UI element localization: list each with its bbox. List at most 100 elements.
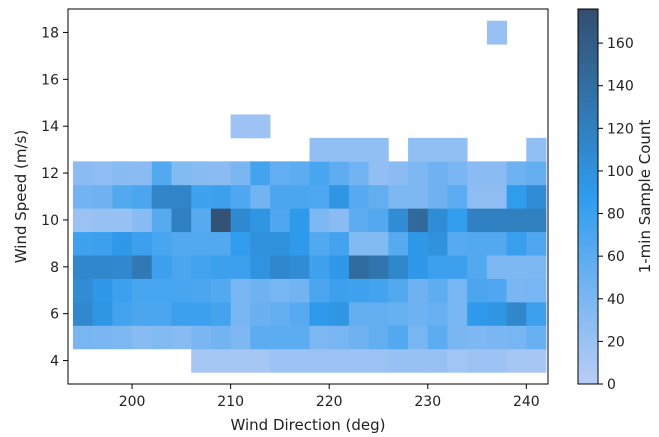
heatmap-cell [112, 278, 133, 303]
heatmap-cell [329, 325, 350, 350]
heatmap-cell [151, 208, 172, 233]
y-tick-label: 8 [50, 260, 59, 276]
heatmap-cell [368, 184, 389, 209]
heatmap-cell [210, 301, 232, 326]
heatmap-cell [427, 255, 448, 279]
heatmap-cell [447, 208, 468, 233]
heatmap-cell [348, 301, 370, 326]
heatmap-cell [329, 301, 350, 326]
heatmap-cell [388, 184, 409, 209]
heatmap-cell [250, 231, 271, 256]
heatmap-cell [348, 208, 370, 233]
heatmap-cell [250, 301, 271, 326]
heatmap-cell [171, 184, 192, 209]
heatmap-cell [388, 348, 409, 373]
heatmap-cell [151, 231, 172, 256]
heatmap-cell [72, 278, 94, 303]
heatmap-cell [329, 278, 350, 303]
heatmap-cell [270, 208, 291, 233]
heatmap-cell [506, 255, 527, 279]
y-tick-label: 6 [50, 307, 59, 323]
heatmap-cell [506, 208, 527, 233]
heatmap-cell [230, 114, 251, 139]
heatmap-cell [112, 301, 133, 326]
heatmap-cell [427, 137, 448, 162]
heatmap-cell [348, 255, 370, 279]
heatmap-cell [171, 301, 192, 326]
heatmap-cell [191, 301, 212, 326]
heatmap-cell [112, 161, 133, 186]
heatmap-cell [289, 208, 310, 233]
heatmap-cell [289, 184, 310, 209]
heatmap-cell [171, 255, 192, 279]
heatmap-cell [486, 231, 508, 256]
heatmap-cell [447, 348, 468, 373]
colorbar-tick-label: 0 [607, 377, 616, 393]
heatmap-cell [486, 325, 508, 350]
x-tick-label: 230 [414, 394, 441, 410]
heatmap-cell [408, 301, 429, 326]
heatmap-cell [408, 161, 429, 186]
colorbar-tick-label: 160 [607, 36, 634, 52]
heatmap-cell [447, 255, 468, 279]
heatmap-cell [270, 184, 291, 209]
heatmap-cell [92, 208, 113, 233]
heatmap-cell [348, 161, 370, 186]
heatmap-cell [151, 184, 172, 209]
heatmap-cell [289, 301, 310, 326]
heatmap-cell [467, 301, 488, 326]
heatmap-cell [92, 325, 113, 350]
heatmap-cell [72, 208, 94, 233]
heatmap-cell [230, 208, 251, 233]
heatmap-cell [171, 161, 192, 186]
heatmap-cell [250, 348, 271, 373]
heatmap-cell [92, 231, 113, 256]
heatmap-cell [486, 208, 508, 233]
heatmap-cell [92, 278, 113, 303]
colorbar-tick-label: 120 [607, 121, 634, 137]
heatmap-cell [408, 231, 429, 256]
heatmap-cell [191, 278, 212, 303]
heatmap-cell [506, 231, 527, 256]
heatmap-cell [486, 161, 508, 186]
heatmap-cell [230, 348, 251, 373]
heatmap-cell [447, 137, 468, 162]
y-tick-label: 14 [41, 119, 59, 135]
heatmap-cell [250, 114, 271, 139]
heatmap-cell [329, 161, 350, 186]
heatmap-cell [112, 325, 133, 350]
heatmap-cell [72, 161, 94, 186]
heatmap-cell [72, 231, 94, 256]
heatmap-cell [526, 255, 547, 279]
heatmap-cell [329, 137, 350, 162]
heatmap-cell [210, 231, 232, 256]
heatmap-cell [230, 184, 251, 209]
heatmap-cell [171, 278, 192, 303]
heatmap-cell [388, 255, 409, 279]
heatmap-cell [132, 325, 153, 350]
heatmap-cell [348, 137, 370, 162]
heatmap-cell [329, 348, 350, 373]
y-axis-label: Wind Speed (m/s) [12, 130, 30, 263]
heatmap-cell [230, 231, 251, 256]
y-tick-label: 12 [41, 166, 59, 182]
heatmap-cell [289, 325, 310, 350]
heatmap-cell [329, 208, 350, 233]
heatmap-cell [526, 231, 547, 256]
heatmap-cell [526, 184, 547, 209]
heatmap-cell [151, 278, 172, 303]
x-tick-label: 210 [217, 394, 244, 410]
heatmap-cell [230, 278, 251, 303]
heatmap-cell [210, 184, 232, 209]
heatmap-cell [210, 278, 232, 303]
y-tick-label: 16 [41, 72, 59, 88]
heatmap-cell [72, 301, 94, 326]
heatmap-cell [132, 161, 153, 186]
heatmap-cell [526, 137, 547, 162]
heatmap-cell [112, 184, 133, 209]
heatmap-cell [210, 325, 232, 350]
heatmap-cell [329, 184, 350, 209]
heatmap-cell [486, 20, 508, 45]
heatmap-cell [486, 255, 508, 279]
heatmap-cell [388, 301, 409, 326]
